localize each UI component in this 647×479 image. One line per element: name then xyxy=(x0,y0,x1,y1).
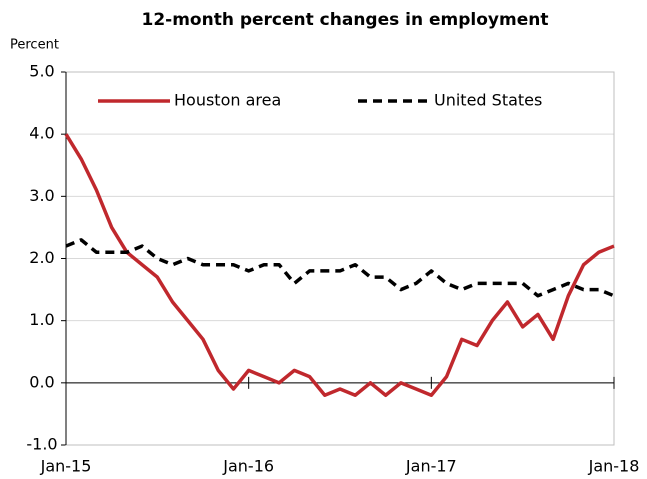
y-tick-label: 5.0 xyxy=(29,62,54,81)
y-tick-label: -1.0 xyxy=(26,435,57,454)
y-axis-label: Percent xyxy=(10,38,59,53)
y-tick-label: 0.0 xyxy=(29,372,54,391)
chart-title: 12-month percent changes in employment xyxy=(141,10,548,30)
series-line xyxy=(64,133,615,398)
y-tick-label: 2.0 xyxy=(29,248,54,267)
legend-label: Houston area xyxy=(174,91,281,110)
y-tick-label: 1.0 xyxy=(29,310,54,329)
y-tick-label: 4.0 xyxy=(29,124,54,143)
x-tick-label: Jan-16 xyxy=(222,457,274,476)
series-line xyxy=(65,238,615,298)
x-tick-label: Jan-18 xyxy=(588,457,640,476)
y-tick-label: 3.0 xyxy=(29,186,54,205)
x-tick-label: Jan-15 xyxy=(40,457,92,476)
x-tick-label: Jan-17 xyxy=(405,457,457,476)
legend-label: United States xyxy=(434,91,542,110)
